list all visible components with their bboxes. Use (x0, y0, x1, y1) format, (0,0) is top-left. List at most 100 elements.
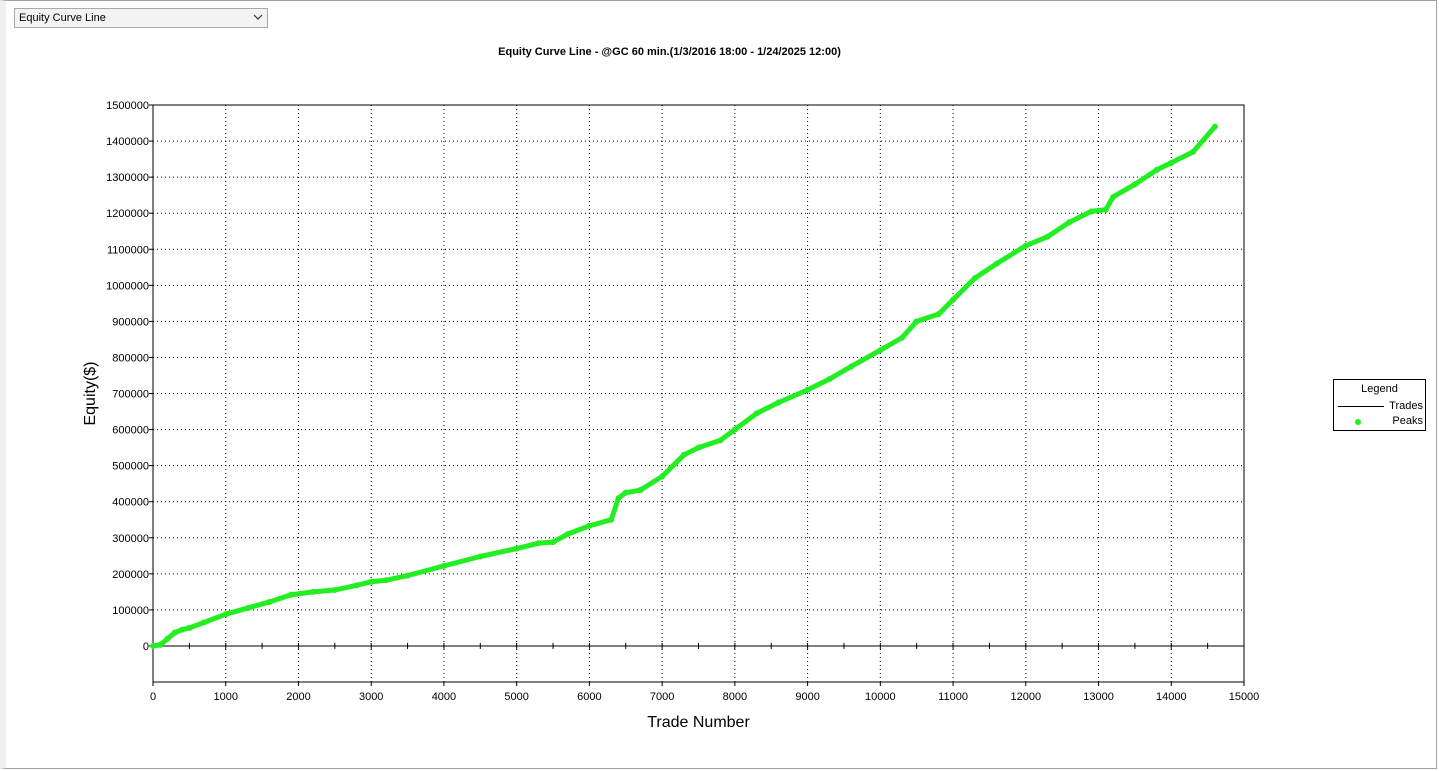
peak-point (477, 553, 484, 560)
legend-label-trades: Trades (1389, 400, 1423, 412)
chevron-down-icon (253, 14, 263, 20)
peak-point (186, 624, 193, 631)
peak-point (1153, 166, 1160, 173)
peak-point (1110, 193, 1117, 200)
peak-point (331, 587, 338, 594)
series-layer (150, 123, 1218, 649)
peak-point (775, 399, 782, 406)
y-tick-label: 1300000 (106, 172, 149, 184)
peak-point (150, 642, 156, 649)
peak-point (244, 605, 251, 612)
chart-title: Equity Curve Line - @GC 60 min.(1/3/2016… (498, 46, 841, 58)
y-tick-label: 0 (143, 641, 149, 653)
peak-point (266, 598, 273, 605)
peak-point (157, 641, 164, 648)
peak-point (179, 626, 186, 633)
x-tick-label: 14000 (1156, 691, 1187, 703)
x-tick-label: 9000 (795, 691, 819, 703)
legend-label-peaks: Peaks (1392, 415, 1423, 427)
peak-point (608, 516, 615, 523)
legend-item-trades: Trades (1334, 400, 1425, 414)
peak-point (913, 318, 920, 325)
y-tick-label: 500000 (112, 461, 149, 473)
x-tick-label: 13000 (1083, 691, 1114, 703)
peak-point (659, 473, 666, 480)
peak-point (288, 591, 295, 598)
y-tick-label: 400000 (112, 497, 149, 509)
peak-point (695, 444, 702, 451)
plot-area-frame (152, 104, 1245, 683)
peak-point (368, 578, 375, 585)
peak-point (731, 426, 738, 433)
peak-point (1211, 123, 1218, 130)
x-tick-label: 6000 (577, 691, 601, 703)
peak-point (310, 588, 317, 595)
peak-point (586, 522, 593, 529)
peak-point (680, 451, 687, 458)
x-axis-label: Trade Number (647, 714, 750, 731)
y-tick-label: 100000 (112, 605, 149, 617)
grid-lines (153, 105, 1244, 682)
peak-point (1190, 148, 1197, 155)
x-tick-label: 12000 (1011, 691, 1042, 703)
y-tick-label: 1400000 (106, 136, 149, 148)
peak-point (615, 495, 622, 502)
y-tick-label: 600000 (112, 425, 149, 437)
x-tick-label: 10000 (865, 691, 896, 703)
y-tick-label: 1000000 (106, 280, 149, 292)
peak-point (622, 489, 629, 496)
y-axis-label: Equity($) (82, 361, 99, 425)
peak-point (353, 582, 360, 589)
peak-point (535, 540, 542, 547)
peak-point (848, 363, 855, 370)
x-tick-label: 7000 (650, 691, 674, 703)
peaks-dot-swatch (1355, 419, 1361, 425)
peak-point (935, 311, 942, 318)
peak-point (440, 562, 447, 569)
chart-type-dropdown-value: Equity Curve Line (19, 12, 106, 24)
x-tick-label: 2000 (286, 691, 310, 703)
peak-point (222, 611, 229, 618)
y-tick-label: 300000 (112, 533, 149, 545)
series-trades-line (152, 126, 1216, 647)
y-tick-label: 800000 (112, 352, 149, 364)
peak-point (753, 410, 760, 417)
peak-point (171, 629, 178, 636)
x-tick-label: 8000 (723, 691, 747, 703)
x-tick-label: 0 (150, 691, 156, 703)
peak-point (877, 347, 884, 354)
peak-point (950, 296, 957, 303)
chart-type-dropdown[interactable]: Equity Curve Line (14, 8, 268, 28)
legend-title: Legend (1361, 383, 1398, 395)
y-tick-label: 700000 (112, 389, 149, 401)
x-tick-label: 5000 (504, 691, 528, 703)
peak-point (1102, 206, 1109, 213)
peak-point (826, 376, 833, 383)
y-tick-label: 1500000 (106, 100, 149, 112)
x-tick-label: 11000 (938, 691, 968, 703)
trades-line-swatch (1338, 406, 1384, 407)
peak-point (804, 386, 811, 393)
legend-item-peaks: Peaks (1334, 415, 1425, 429)
y-tick-label: 200000 (112, 569, 149, 581)
peak-point (382, 577, 389, 584)
peak-point (971, 275, 978, 282)
peak-point (637, 487, 644, 494)
x-tick-label: 1000 (213, 691, 237, 703)
peak-point (564, 531, 571, 538)
peak-point (1066, 219, 1073, 226)
peak-point (1131, 181, 1138, 188)
peak-point (200, 619, 207, 626)
peak-point (1168, 159, 1175, 166)
peak-point (404, 572, 411, 579)
axes: 0 1000 2000 3000 4000 5000 6000 7000 8000 9000 100… (106, 100, 1259, 703)
x-tick-label: 4000 (432, 691, 456, 703)
legend: Legend Trades Peaks (1333, 379, 1426, 431)
series-peaks-line (150, 124, 1218, 649)
peak-point (550, 539, 557, 546)
peak-point (1022, 242, 1029, 249)
peak-point (164, 635, 171, 642)
peak-point (513, 545, 520, 552)
